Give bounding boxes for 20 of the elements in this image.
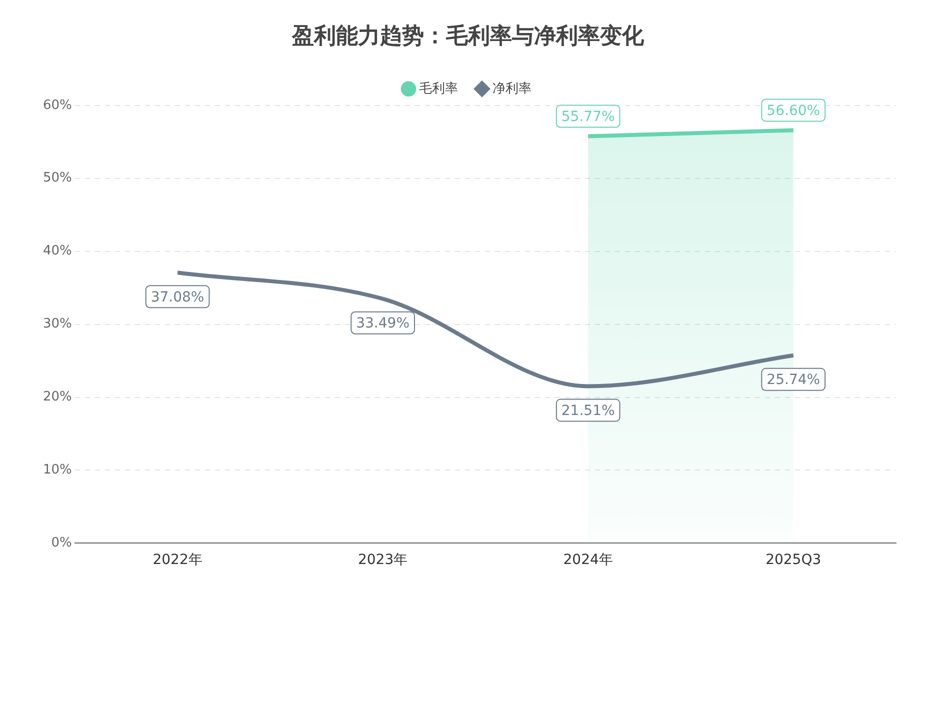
y-tick-label: 60% [42, 98, 72, 113]
data-label: 56.60% [766, 102, 820, 119]
y-tick-label: 10% [42, 462, 72, 478]
data-label: 25.74% [766, 372, 820, 388]
x-tick-label: 2023年 [358, 552, 408, 568]
legend-label: 净利率 [492, 80, 532, 96]
y-tick-label: 30% [42, 316, 72, 332]
x-tick-label: 2024年 [563, 552, 613, 568]
y-tick-label: 50% [42, 170, 72, 186]
y-tick-label: 40% [42, 244, 72, 259]
x-tick-label: 2025Q3 [766, 552, 822, 568]
data-label: 55.77% [561, 108, 615, 125]
y-tick-label: 20% [42, 390, 72, 405]
data-label: 37.08% [150, 289, 204, 306]
x-tick-label: 2022年 [152, 552, 202, 568]
legend-label: 毛利率 [419, 80, 458, 96]
chart-title: 盈利能力趋势：毛利率与净利率变化 [291, 22, 645, 49]
data-label: 21.51% [561, 402, 615, 419]
data-label: 33.49% [356, 315, 410, 332]
y-tick-label: 0% [51, 536, 72, 551]
